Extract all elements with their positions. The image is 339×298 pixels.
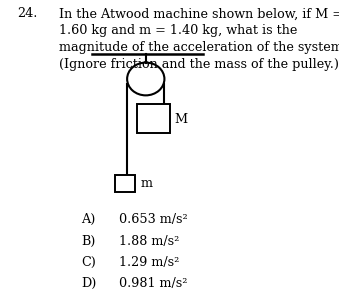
Text: 1.29 m/s²: 1.29 m/s² xyxy=(119,256,179,269)
Text: 0.981 m/s²: 0.981 m/s² xyxy=(119,277,187,291)
Text: In the Atwood machine shown below, if M =
1.60 kg and m = 1.40 kg, what is the
m: In the Atwood machine shown below, if M … xyxy=(59,7,339,72)
Text: C): C) xyxy=(81,256,96,269)
Text: 24.: 24. xyxy=(17,7,37,21)
Bar xyxy=(115,175,135,192)
Text: B): B) xyxy=(81,235,96,248)
Text: m: m xyxy=(141,177,153,190)
Text: 1.88 m/s²: 1.88 m/s² xyxy=(119,235,179,248)
Text: D): D) xyxy=(81,277,97,291)
Text: A): A) xyxy=(81,213,96,226)
Text: 0.653 m/s²: 0.653 m/s² xyxy=(119,213,187,226)
Text: M: M xyxy=(175,113,188,126)
Bar xyxy=(137,104,170,133)
